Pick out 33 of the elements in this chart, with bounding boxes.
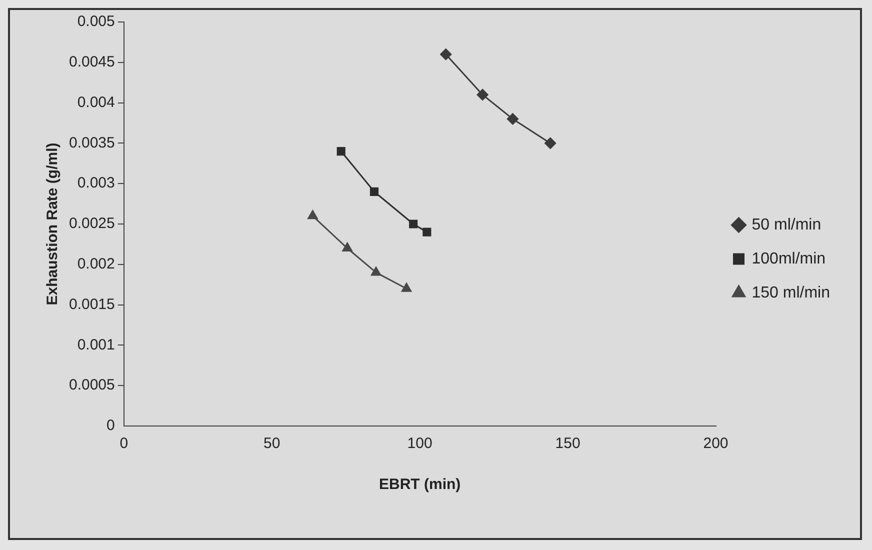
y-tick-label: 0.0045 — [68, 54, 115, 71]
point — [544, 137, 556, 149]
y-tick-label: 0.001 — [77, 336, 115, 354]
point — [401, 282, 412, 292]
legend-label: 150 ml/min — [752, 284, 830, 302]
point — [506, 113, 518, 125]
y-tick-label: 0.0035 — [68, 134, 115, 152]
y-tick-label: 0.002 — [77, 256, 115, 273]
legend-label: 50 ml/min — [752, 216, 822, 234]
x-tick-label: 150 — [555, 435, 580, 452]
point — [308, 210, 318, 220]
point — [409, 220, 418, 228]
x-tick-label: 200 — [703, 435, 728, 452]
y-tick-label: 0 — [106, 417, 115, 434]
y-tick-label: 0.0015 — [68, 296, 115, 313]
y-tick-label: 0.0005 — [68, 376, 115, 394]
point — [370, 266, 382, 276]
y-tick-label: 0.0025 — [68, 215, 115, 232]
point — [476, 88, 488, 100]
x-tick-label: 50 — [264, 435, 280, 452]
legend-label: 100ml/min — [752, 250, 826, 268]
point — [422, 228, 432, 236]
x-axis-title: EBRT (min) — [378, 476, 461, 494]
y-tick-label: 0.004 — [77, 94, 115, 111]
y-axis-title: Exhaustion Rate (g/ml) — [44, 142, 62, 306]
y-tick-label: 0.005 — [77, 13, 115, 30]
point — [440, 48, 452, 60]
point — [342, 242, 352, 252]
point — [370, 187, 379, 196]
y-tick-label: 0.003 — [77, 174, 115, 192]
point — [336, 146, 346, 156]
x-tick-label: 0 — [120, 435, 128, 452]
x-tick-label: 100 — [407, 435, 432, 452]
